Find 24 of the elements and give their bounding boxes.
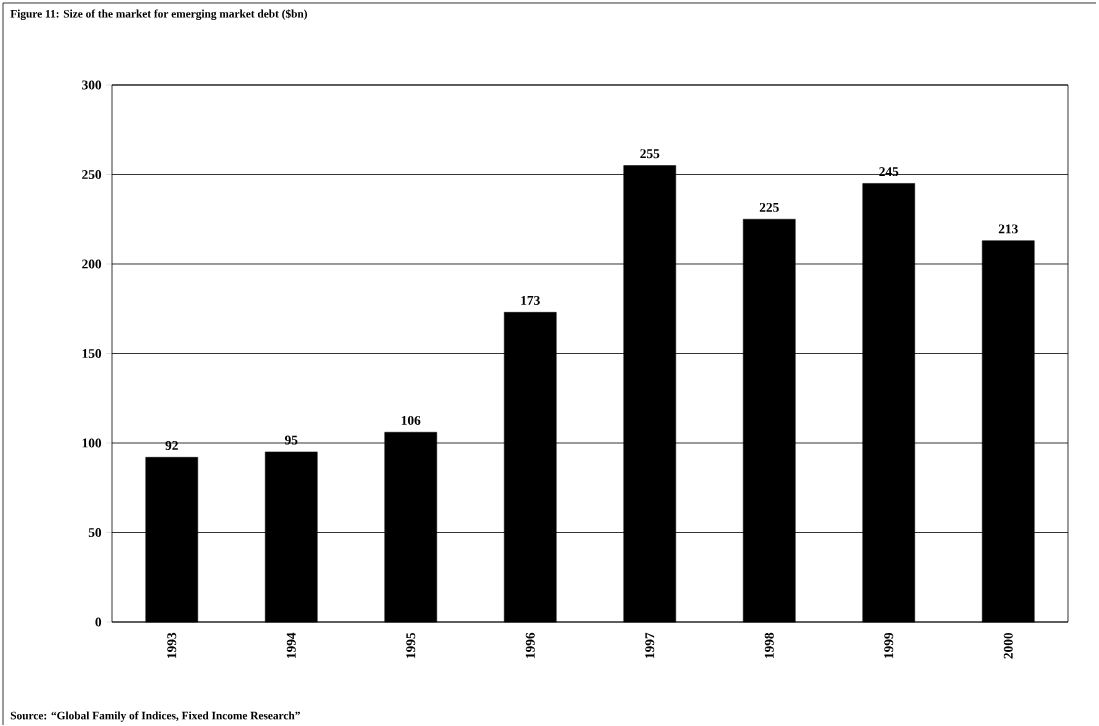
x-tick-label: 1994	[286, 632, 296, 658]
y-tick-label: 150	[82, 349, 102, 358]
y-tick-label: 300	[82, 80, 102, 90]
data-label: 213	[998, 224, 1018, 234]
x-tick-label: 1995	[406, 632, 416, 658]
data-label: 255	[640, 149, 660, 159]
y-tick-label: 200	[82, 259, 102, 269]
x-tick-label: 1996	[525, 632, 535, 658]
x-tick-label: 2000	[1003, 632, 1013, 659]
data-label: 92	[165, 440, 178, 450]
y-tick-label: 0	[95, 617, 102, 627]
data-label: 173	[521, 296, 540, 305]
source-note: Source: “Global Family of Indices, Fixed Income Research”	[10, 711, 300, 722]
x-tick-label: 1998	[764, 632, 774, 658]
y-tick-label: 250	[82, 170, 102, 179]
y-tick-label: 100	[82, 438, 102, 448]
data-label: 225	[759, 202, 779, 212]
data-label: 106	[401, 415, 421, 425]
chart-title: Figure 11: Size of the market for emerging market debt ($bn)	[10, 9, 308, 20]
y-tick-label: 50	[88, 528, 102, 537]
data-label: 95	[284, 435, 298, 445]
x-tick-label: 1997	[645, 632, 655, 658]
x-tick-label: 1993	[167, 632, 177, 658]
x-tick-label: 1999	[884, 632, 894, 658]
